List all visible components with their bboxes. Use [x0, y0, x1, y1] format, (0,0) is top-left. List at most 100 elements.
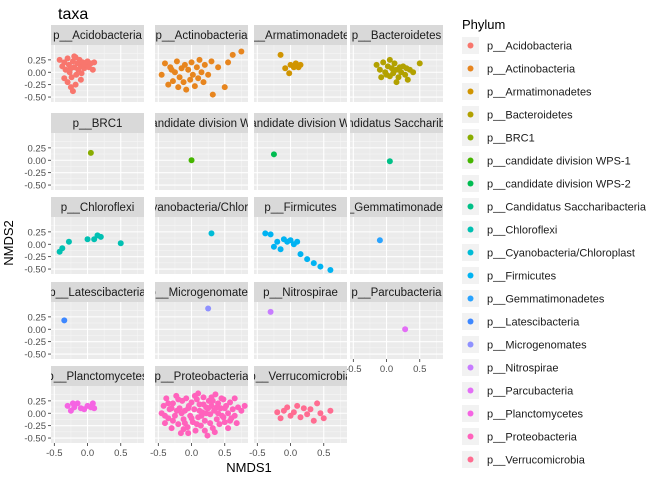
- legend-label: p__Acidobacteria: [487, 41, 573, 53]
- gridlines: [254, 133, 347, 190]
- facet-strip-label: p__Nitrospirae: [263, 287, 338, 299]
- data-point: [91, 236, 98, 243]
- facet-strip-label: p__candidate division WPS-2: [225, 118, 375, 130]
- data-point: [213, 416, 220, 423]
- legend-label: p__Cyanobacteria/Chloroplast: [487, 248, 635, 260]
- data-point: [204, 432, 211, 439]
- legend-swatch: [467, 180, 474, 187]
- legend-label: p__Armatimonadetes: [487, 87, 592, 99]
- data-point: [317, 410, 324, 417]
- y-axis-title: NMDS2: [1, 220, 16, 266]
- data-point: [175, 396, 182, 403]
- facet-strip-label: p__Actinobacteria: [155, 30, 248, 42]
- facet-panel: p__Planctomycetes 0.25 0.00-0.25 -0.50-0.5 0…: [24, 366, 144, 459]
- legend-swatch: [467, 157, 474, 164]
- legend-label: p__Verrucomicrobia: [487, 455, 586, 467]
- facet-panel: p__BRC1 0.25 0.00-0.25 -0.50: [24, 113, 144, 192]
- y-tick-label: 0.00: [28, 325, 47, 336]
- facet-strip-label: p__Proteobacteria: [155, 371, 250, 383]
- data-point: [231, 412, 238, 419]
- x-tick-label: 0.0: [380, 364, 393, 375]
- data-point: [294, 402, 301, 409]
- panel-background: [254, 133, 347, 190]
- legend-label: p__Chloroflexi: [487, 225, 557, 237]
- point-series: [270, 151, 277, 158]
- facet-strip: [254, 25, 347, 45]
- data-point: [213, 404, 220, 411]
- y-tick-label: -0.50: [24, 350, 46, 361]
- facet-strip: [350, 197, 443, 217]
- panel-background: [155, 217, 248, 274]
- facet-strip: [155, 282, 248, 302]
- facet-strip-label: p__Latescibacteria: [49, 287, 146, 299]
- data-point: [274, 409, 281, 416]
- facet-panel: p__Gemmatimonadetes: [350, 197, 443, 274]
- x-tick-label: 0.0: [284, 448, 297, 459]
- facet-panel: p__Parcubacteria -0.5 0.0 0.5: [345, 282, 443, 375]
- data-point: [175, 421, 182, 428]
- facet-panel: p__Chloroflexi 0.25 0.00-0.25 -0.50: [24, 197, 144, 276]
- legend-item: p__Gemmatimonadetes: [462, 290, 605, 307]
- facet-panel: p__candidate division WPS-2: [225, 113, 375, 190]
- legend: Phylum p__Acidobacteria p__Actinobacteriap…: [462, 17, 647, 468]
- facet-panel: p__Microgenomates: [149, 282, 253, 359]
- data-point: [373, 61, 380, 68]
- data-point: [161, 60, 168, 67]
- data-point: [225, 410, 232, 417]
- data-point: [188, 415, 195, 422]
- legend-label: p__candidate division WPS-1: [487, 156, 631, 168]
- facet-strip: [350, 25, 443, 45]
- y-tick-label: -0.25: [24, 252, 46, 263]
- data-point: [215, 64, 222, 71]
- data-point: [205, 305, 212, 312]
- point-series: [208, 230, 215, 237]
- facet-strip: [155, 25, 248, 45]
- data-point: [310, 417, 317, 424]
- facet-strip: [51, 25, 144, 45]
- facet-panel: p__candidate division WPS-1: [155, 113, 248, 190]
- data-point: [277, 246, 284, 253]
- legend-swatch: [467, 456, 474, 463]
- data-point: [205, 71, 212, 78]
- data-point: [61, 59, 68, 66]
- point-series: [87, 149, 94, 156]
- data-point: [78, 70, 85, 77]
- data-point: [402, 71, 409, 78]
- legend-label: p__Bacteroidetes: [487, 110, 573, 122]
- data-point: [376, 237, 383, 244]
- data-point: [87, 149, 94, 156]
- data-point: [72, 81, 79, 88]
- data-point: [193, 64, 200, 71]
- data-point: [209, 91, 216, 98]
- data-point: [215, 410, 222, 417]
- data-point: [185, 66, 192, 73]
- panel-background: [254, 217, 347, 274]
- panel-background: [254, 45, 347, 102]
- gridlines: [350, 302, 443, 359]
- data-point: [196, 407, 203, 414]
- data-point: [277, 415, 284, 422]
- legend-label: p__BRC1: [487, 133, 535, 145]
- y-tick-label: 0.25: [28, 396, 47, 407]
- data-point: [183, 86, 190, 93]
- x-tick-label: 0.5: [413, 364, 426, 375]
- panel-background: [350, 133, 443, 190]
- legend-item: p__Microgenomates: [462, 336, 587, 353]
- facet-strip-label: p__Microgenomates: [149, 287, 253, 299]
- data-point: [188, 59, 195, 66]
- legend-swatch: [467, 433, 474, 440]
- data-point: [229, 406, 236, 413]
- legend-item: p__BRC1: [462, 129, 535, 146]
- legend-swatch: [467, 318, 474, 325]
- legend-item: p__Proteobacteria: [462, 428, 578, 445]
- point-series: [188, 157, 195, 164]
- data-point: [165, 81, 172, 88]
- facet-strip: [254, 113, 347, 133]
- legend-item: p__Parcubacteria: [462, 382, 574, 399]
- facet-strip: [155, 366, 248, 386]
- data-point: [270, 151, 277, 158]
- panel-background: [51, 386, 144, 443]
- data-point: [61, 75, 68, 82]
- data-point: [297, 251, 304, 258]
